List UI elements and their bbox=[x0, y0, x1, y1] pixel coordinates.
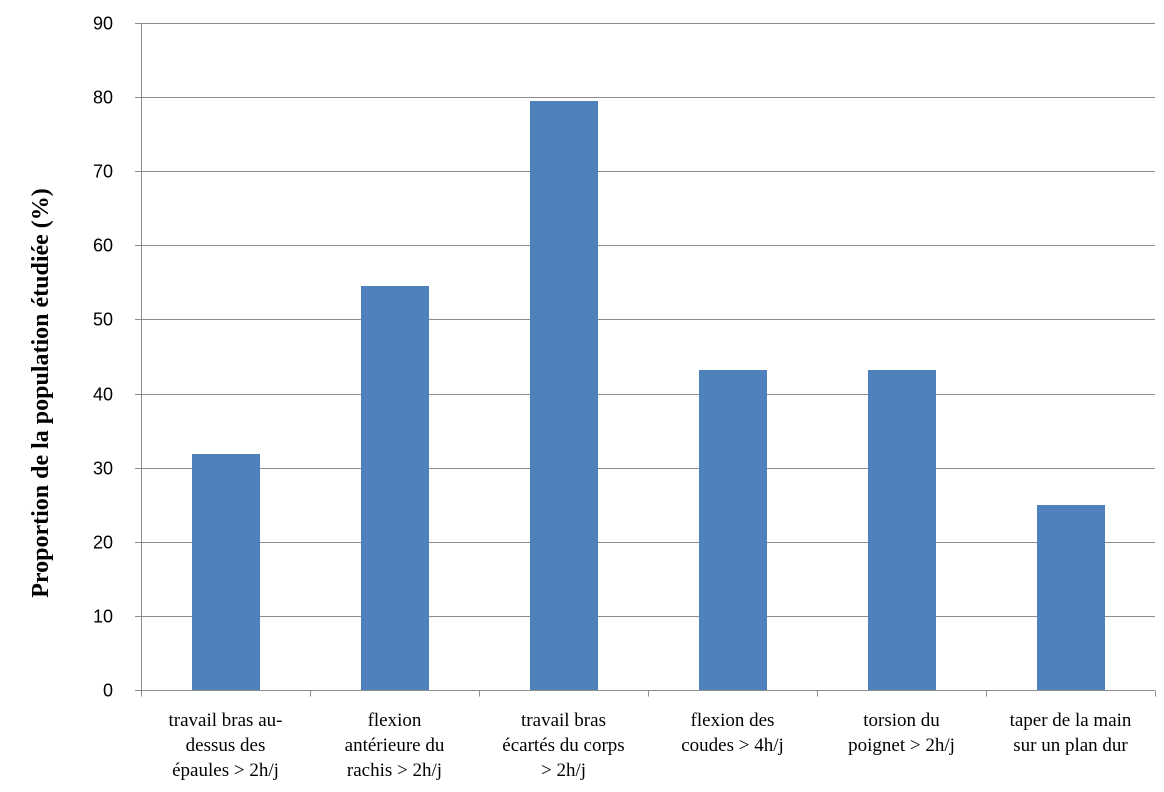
y-tick-label: 90 bbox=[93, 14, 113, 34]
bar bbox=[530, 101, 598, 690]
x-category-label: torsion du poignet > 2h/j bbox=[848, 710, 955, 756]
x-category-label-line: dessus des bbox=[186, 735, 266, 756]
x-category-label-line: travail bras au- bbox=[169, 710, 283, 731]
y-tick-label: 80 bbox=[93, 88, 113, 108]
x-category-label: flexion des coudes > 4h/j bbox=[681, 710, 784, 756]
gridlines bbox=[141, 23, 1155, 617]
bar bbox=[192, 454, 260, 690]
y-tick-label: 30 bbox=[93, 459, 113, 479]
x-category-label-line: torsion du bbox=[863, 710, 940, 731]
y-tick-labels: 0 10 20 30 40 50 60 70 80 90 bbox=[93, 14, 113, 701]
bars bbox=[192, 101, 1105, 690]
bar bbox=[1037, 505, 1105, 690]
x-category-label-line: taper de la main bbox=[1010, 710, 1132, 731]
x-category-label-line: flexion des bbox=[691, 710, 775, 731]
x-category-label-line: > 2h/j bbox=[541, 760, 586, 781]
x-category-label: travail bras au-dessus des épaules > 2h/j bbox=[169, 710, 283, 781]
axes bbox=[135, 23, 1156, 697]
x-category-label: flexion antérieure du rachis > 2h/j bbox=[345, 710, 445, 781]
bar bbox=[868, 370, 936, 690]
y-axis-label: Proportion de la population étudiée (%) bbox=[28, 188, 54, 598]
y-tick-label: 0 bbox=[103, 681, 113, 701]
bar bbox=[361, 286, 429, 690]
y-tick-label: 10 bbox=[93, 607, 113, 627]
x-category-label-line: poignet > 2h/j bbox=[848, 735, 955, 756]
y-tick-label: 50 bbox=[93, 310, 113, 330]
x-category-label: taper de la main sur un plan dur bbox=[1010, 710, 1132, 756]
y-tick-label: 40 bbox=[93, 385, 113, 405]
x-category-label-line: sur un plan dur bbox=[1013, 735, 1128, 756]
y-tick-label: 20 bbox=[93, 533, 113, 553]
bar bbox=[699, 370, 767, 690]
x-category-label-line: rachis > 2h/j bbox=[347, 760, 442, 781]
x-category-label-line: flexion bbox=[368, 710, 422, 731]
x-category-labels: travail bras au-dessus des épaules > 2h/j… bbox=[169, 710, 1132, 781]
y-tick-label: 70 bbox=[93, 162, 113, 182]
x-category-label-line: épaules > 2h/j bbox=[172, 760, 279, 781]
x-category-label-line: coudes > 4h/j bbox=[681, 735, 784, 756]
y-tick-label: 60 bbox=[93, 236, 113, 256]
x-category-label-line: antérieure du bbox=[345, 735, 445, 756]
x-category-label: travail bras écartés du corps > 2h/j bbox=[502, 710, 624, 781]
x-category-label-line: travail bras bbox=[521, 710, 606, 731]
x-category-label-line: écartés du corps bbox=[502, 735, 624, 756]
